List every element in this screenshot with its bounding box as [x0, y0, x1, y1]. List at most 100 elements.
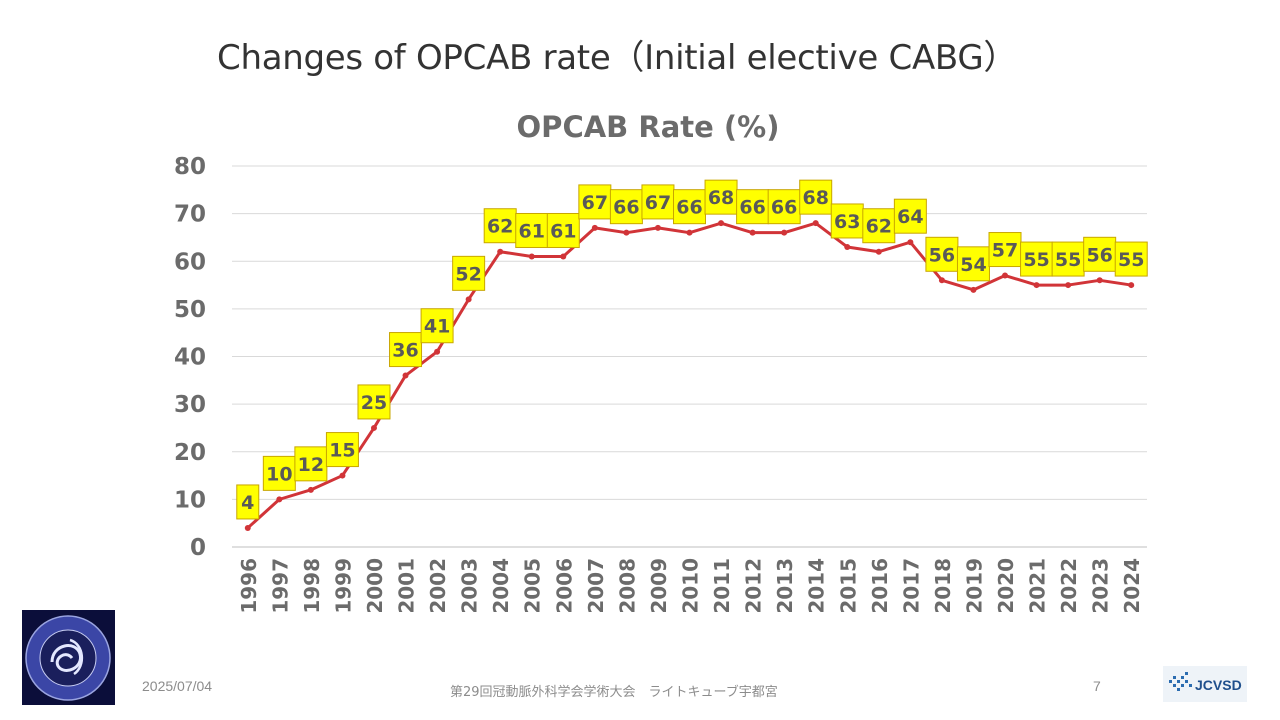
data-point-2008 [623, 229, 630, 236]
x-tick-label: 2015 [836, 558, 860, 614]
x-tick-label: 2001 [395, 558, 419, 614]
data-label-2003: 52 [455, 263, 481, 285]
data-label-box-2019 [956, 246, 990, 282]
data-label-box-2016 [862, 208, 896, 244]
data-label-box-2020 [988, 232, 1022, 268]
x-tick-label: 2005 [521, 558, 545, 614]
x-tick-label: 2022 [1057, 558, 1081, 614]
data-label-box-2011 [704, 179, 738, 215]
x-tick-label: 1997 [268, 558, 292, 614]
data-label-box-2009 [641, 184, 675, 220]
data-label-2015: 63 [834, 211, 860, 233]
data-label-box-2003 [452, 255, 486, 291]
data-label-box-1999 [325, 432, 359, 468]
y-tick-label: 60 [174, 249, 206, 275]
y-tick-label: 70 [174, 202, 206, 228]
x-tick-label: 2011 [710, 558, 734, 614]
x-tick-label: 2023 [1089, 558, 1113, 614]
x-tick-label: 1998 [300, 558, 324, 614]
jcvsd-logo-text: JCVSD [1195, 677, 1242, 693]
x-tick-label: 2021 [1026, 558, 1050, 614]
data-point-2003 [465, 296, 472, 303]
y-tick-label: 20 [174, 440, 206, 466]
data-point-1998 [307, 486, 314, 493]
data-point-2024 [1128, 282, 1135, 289]
x-tick-label: 1996 [237, 558, 261, 614]
data-label-2005: 61 [519, 220, 545, 242]
x-tick-label: 2004 [489, 558, 513, 614]
data-point-1999 [339, 472, 346, 479]
slide-title: Changes of OPCAB rate（Initial elective C… [217, 38, 1018, 78]
data-label-box-2001 [389, 332, 423, 368]
data-point-2001 [402, 372, 409, 379]
data-label-box-2002 [420, 308, 454, 344]
data-point-1997 [276, 496, 283, 503]
y-tick-label: 50 [174, 297, 206, 323]
footer-date: 2025/07/04 [142, 678, 213, 694]
data-label-2004: 62 [487, 216, 513, 238]
footer-conference: 第29回冠動脈外科学会学術大会 ライトキューブ宇都宮 [450, 685, 778, 700]
y-tick-label: 40 [174, 345, 206, 371]
x-tick-label: 2010 [679, 558, 703, 614]
chart-title: OPCAB Rate (%) [517, 110, 780, 144]
data-point-2010 [686, 229, 693, 236]
data-point-2020 [1002, 272, 1009, 279]
x-tick-label: 2019 [962, 558, 986, 614]
data-label-box-2013 [767, 189, 801, 225]
data-point-2000 [370, 424, 377, 431]
data-label-1996: 4 [241, 492, 254, 514]
y-tick-label: 80 [174, 154, 206, 180]
data-label-1997: 10 [266, 463, 292, 485]
x-tick-label: 2006 [552, 558, 576, 614]
data-label-2010: 66 [676, 197, 702, 219]
x-tick-label: 2018 [931, 558, 955, 614]
x-tick-label: 2020 [994, 558, 1018, 614]
jacas-logo [22, 610, 115, 705]
page-number: 7 [1093, 678, 1101, 694]
x-tick-label: 2013 [773, 558, 797, 614]
series-opcab-rate [244, 220, 1135, 531]
series-line [246, 221, 1132, 530]
data-label-2014: 68 [802, 187, 828, 209]
x-tick-label: 2012 [742, 558, 766, 614]
data-label-1998: 12 [298, 454, 324, 476]
data-label-2023: 56 [1086, 244, 1112, 266]
data-point-2018 [938, 277, 945, 284]
x-tick-label: 2003 [458, 558, 482, 614]
data-label-box-2014 [799, 179, 833, 215]
data-label-box-1997 [262, 455, 296, 491]
x-tick-label: 2014 [805, 558, 829, 614]
data-label-box-2006 [546, 212, 580, 248]
x-tick-label: 2009 [647, 558, 671, 614]
data-point-2014 [812, 220, 819, 227]
data-point-2006 [560, 253, 567, 260]
data-label-2017: 64 [897, 206, 923, 228]
data-label-box-2010 [673, 189, 706, 225]
data-point-2009 [654, 224, 661, 231]
data-label-2019: 54 [960, 254, 986, 276]
x-tick-label: 2008 [615, 558, 639, 614]
data-label-2001: 36 [392, 340, 418, 362]
data-label-box-2022 [1051, 241, 1085, 277]
y-axis-ticks: 0 10 20 30 40 50 60 70 80 [174, 154, 206, 561]
data-point-2002 [434, 348, 441, 355]
x-tick-label: 2000 [363, 558, 387, 614]
data-label-box-2004 [483, 208, 517, 244]
data-label-2000: 25 [361, 392, 387, 414]
data-label-box-2000 [357, 384, 391, 420]
data-point-2012 [749, 229, 756, 236]
data-label-box-1996 [236, 484, 260, 520]
data-label-box-1998 [294, 446, 328, 482]
data-label-box-2017 [893, 198, 927, 234]
y-tick-label: 30 [174, 392, 206, 418]
data-label-2024: 55 [1118, 249, 1144, 271]
x-tick-label: 2016 [868, 558, 892, 614]
data-label-2013: 66 [771, 197, 797, 219]
data-label-1999: 15 [329, 440, 355, 462]
data-label-2009: 67 [645, 192, 671, 214]
data-point-2015 [844, 243, 851, 250]
data-label-2007: 67 [582, 192, 608, 214]
data-point-2016 [875, 248, 882, 255]
